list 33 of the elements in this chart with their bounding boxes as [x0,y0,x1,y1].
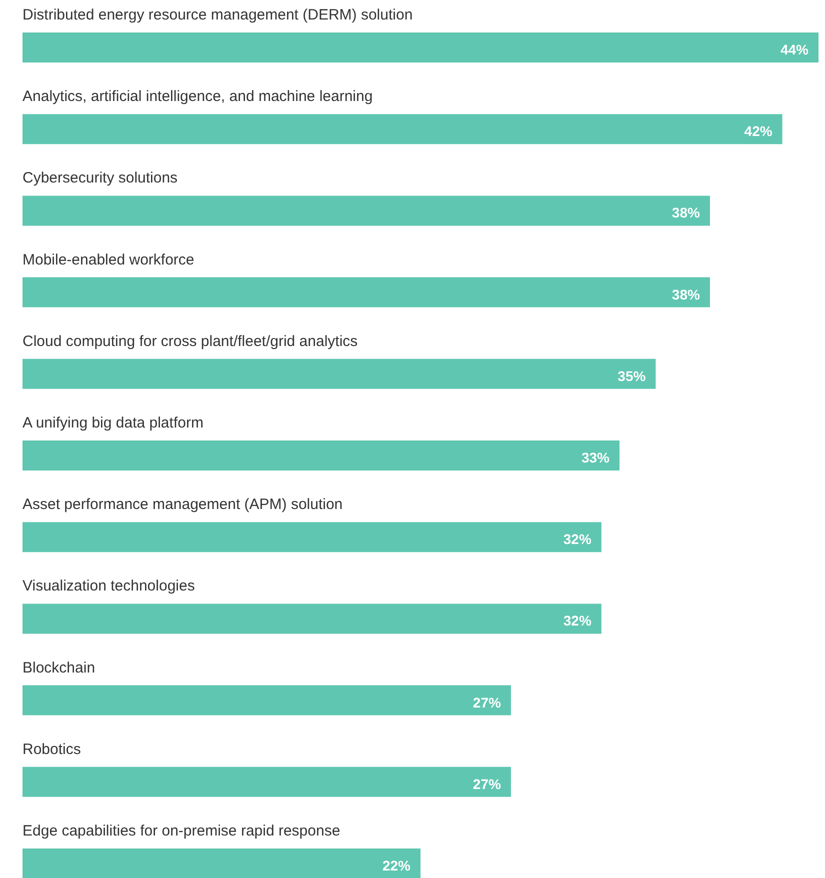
bar [22,440,620,470]
y-tick-label: Cybersecurity solutions [22,170,178,187]
bar [22,848,420,878]
data-label: 22% [382,858,412,874]
data-label: 35% [618,368,646,384]
data-label: 33% [581,450,610,466]
bar [22,114,782,144]
bar [22,522,602,552]
y-tick-label: Analytics, artificial intelligence, and machine learning [22,88,373,106]
bar [22,196,710,226]
data-label: 38% [672,286,701,302]
bar [22,604,602,634]
bar [22,358,656,389]
y-tick-label: Cloud computing for cross plant/fleet/grid analytics [22,332,358,350]
y-tick-label: A unifying big data platform [22,414,204,432]
y-tick-label: Blockchain [22,659,96,676]
data-label: 27% [472,776,502,792]
bar [22,277,710,308]
data-label: 42% [744,123,773,140]
y-tick-label: Edge capabilities for on-premise rapid response [22,822,340,840]
bar [22,32,818,62]
data-label: 44% [780,42,810,58]
y-tick-label: Asset performance management (APM) solution [22,496,343,514]
y-tick-label: Mobile-enabled workforce [22,251,194,268]
bar [22,766,511,797]
bar [22,685,511,716]
y-tick-label: Visualization technologies [22,578,195,595]
data-label: 32% [563,612,592,629]
data-label: 27% [472,694,502,710]
y-tick-label: Distributed energy resource management (DERM) solution [22,6,413,24]
data-label: 32% [563,531,592,548]
data-label: 38% [672,204,701,221]
y-tick-label: Robotics [22,740,81,758]
